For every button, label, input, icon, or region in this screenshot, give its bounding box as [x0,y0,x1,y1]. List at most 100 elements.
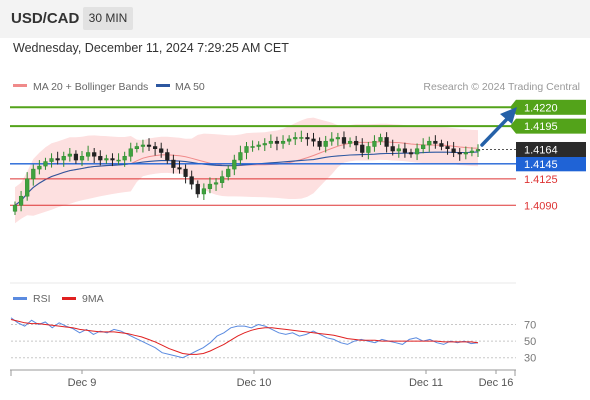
candlesticks [12,130,481,216]
candle [463,146,468,160]
candle [37,160,42,175]
candle [18,190,24,212]
x-axis-ticks: Dec 9 Dec 10 Dec 11 Dec 16 [68,370,514,389]
level-label-1.4090: 1.4090 [524,200,558,212]
legend-swatch-9ma [62,297,76,300]
ma50-line [14,151,479,206]
candle [31,164,36,186]
candle [49,153,54,168]
candle [116,153,121,165]
legend-swatch-ma20 [13,84,27,87]
candle [439,139,444,151]
candle [25,172,30,201]
candle [347,137,353,148]
level-label-1.4195: 1.4195 [524,121,558,133]
legend-9ma-label: 9MA [82,293,104,305]
candle [171,154,176,174]
candle [165,148,170,164]
candle [250,140,255,152]
rsi-tick-50: 50 [524,336,536,348]
rsi-tick-70: 70 [524,319,536,331]
candle [140,139,146,153]
symbol-title: USD/CAD [11,10,80,27]
candle [287,135,292,145]
rsi-tick-30: 30 [524,353,536,365]
candle [12,201,18,216]
timeframe-button[interactable]: 30 MIN [83,7,133,30]
chart-header: USD/CAD 30 MIN [0,0,590,38]
level-badge-1.4195 [516,118,586,134]
candle [159,142,164,158]
candle [79,151,85,167]
x-tick-label: Dec 16 [479,377,514,389]
legend-rsi-label: RSI [33,293,51,305]
candle [317,137,322,151]
rsi-line [10,317,479,359]
candle [408,148,414,158]
candle [433,135,438,149]
candle [390,139,395,156]
candle [153,141,158,156]
x-tick-label: Dec 9 [68,377,97,389]
legend-swatch-ma50 [156,84,170,87]
candle [43,157,48,170]
candle [220,170,225,188]
candle [183,164,188,184]
candle [177,160,182,174]
current-price-badge [516,141,586,157]
x-tick-label: Dec 11 [409,377,443,389]
candle [427,136,432,152]
candle [311,132,316,147]
legend-swatch-rsi [13,297,27,300]
level-badge-1.4145 [516,156,586,172]
candle [396,144,401,158]
candle [335,132,340,146]
candle [61,151,66,167]
candle [329,132,334,146]
candle [226,165,231,181]
candle [128,142,133,162]
datetime-label: Wednesday, December 11, 2024 7:29:25 AM … [13,41,289,55]
candle [122,151,127,167]
candle [305,132,310,146]
candle [207,177,213,194]
candle [323,135,328,153]
candle [85,145,91,161]
candle [189,170,194,190]
x-tick-label: Dec 10 [237,377,272,389]
candle [134,142,139,153]
credit-text: Research © 2024 Trading Central [423,81,580,93]
candle [414,143,420,161]
candle [457,147,462,161]
legend-ma50-label: MA 50 [175,81,205,93]
candle [92,147,97,164]
candle [451,141,456,158]
candle [146,138,152,152]
candle [262,138,267,152]
candle [274,136,280,151]
candle [469,147,475,157]
rsi-ma-line [10,319,479,355]
level-label-1.4145: 1.4145 [524,159,558,171]
candle [421,138,426,154]
level-label-1.4125: 1.4125 [524,174,558,186]
legend-ma20-label: MA 20 + Bollinger Bands [33,81,148,93]
candle [372,135,377,152]
level-badge-1.4220 [516,99,586,115]
candle [378,133,383,145]
projection-arrowhead [500,107,517,124]
candle [354,135,359,152]
candle [445,141,450,155]
candle [256,141,261,151]
current-price-label: 1.4164 [524,144,558,156]
candle [384,132,389,153]
level-pointer-1.4195 [510,118,516,134]
candle [244,141,249,160]
candle [293,132,298,145]
candle [360,138,365,158]
candle [268,134,273,148]
candle [104,154,109,164]
candle [98,150,103,166]
candle [299,130,304,142]
